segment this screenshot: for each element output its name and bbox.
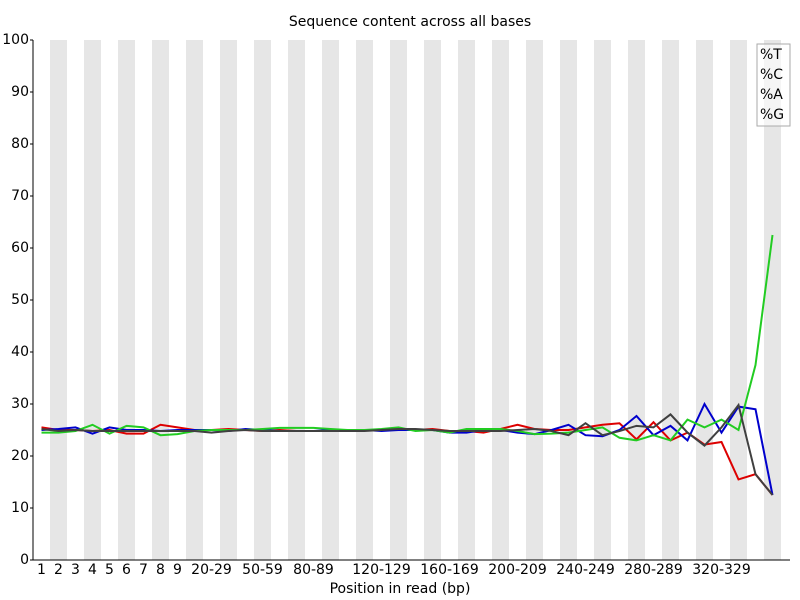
band-stripe (764, 40, 781, 560)
band-stripe (458, 40, 475, 560)
x-tick-label: 3 (71, 562, 80, 578)
legend-entry: %G (760, 107, 784, 123)
band-stripe (730, 40, 747, 560)
band-stripe (696, 40, 713, 560)
x-tick-label: 20-29 (191, 562, 232, 578)
y-tick-label: 40 (11, 344, 29, 360)
band-stripe (118, 40, 135, 560)
legend-entry: %C (760, 67, 783, 83)
y-tick-label: 100 (2, 32, 29, 48)
y-tick-label: 70 (11, 188, 29, 204)
y-tick-label: 60 (11, 240, 29, 256)
band-stripe (186, 40, 203, 560)
band-stripe (492, 40, 509, 560)
y-tick-label: 80 (11, 136, 29, 152)
series-line (41, 402, 774, 496)
x-tick-label: 4 (88, 562, 97, 578)
x-axis-label: Position in read (bp) (330, 581, 471, 597)
band-stripe (594, 40, 611, 560)
y-tick-label: 90 (11, 84, 29, 100)
band-stripe (322, 40, 339, 560)
y-tick-label: 0 (20, 552, 29, 568)
band-stripe (50, 40, 67, 560)
x-tick-label: 5 (105, 562, 114, 578)
band-stripe (288, 40, 305, 560)
band-stripe (560, 40, 577, 560)
legend: %T %C %A %G (756, 43, 791, 127)
chart-title: Sequence content across all bases (289, 14, 531, 30)
band-stripe (424, 40, 441, 560)
band-stripe (152, 40, 169, 560)
x-tick-label: 120-129 (352, 562, 411, 578)
legend-entry: %T (760, 47, 782, 63)
x-tick-label: 7 (139, 562, 148, 578)
band-stripe (84, 40, 101, 560)
band-stripe (356, 40, 373, 560)
band-stripe (662, 40, 679, 560)
y-tick-label: 20 (11, 448, 29, 464)
band-stripe (220, 40, 237, 560)
band-stripe (628, 40, 645, 560)
band-stripe (390, 40, 407, 560)
x-tick-label: 8 (156, 562, 165, 578)
x-tick-label: 1 (37, 562, 46, 578)
y-tick-label: 30 (11, 396, 29, 412)
x-tick-label: 320-329 (692, 562, 751, 578)
band-stripe (526, 40, 543, 560)
y-tick-label: 50 (11, 292, 29, 308)
x-tick-label: 200-209 (488, 562, 547, 578)
x-tick-label: 9 (173, 562, 182, 578)
x-tick-label: 240-249 (556, 562, 615, 578)
x-tick-label: 2 (54, 562, 63, 578)
x-tick-label: 280-289 (624, 562, 683, 578)
x-tick-label: 50-59 (242, 562, 283, 578)
y-tick-label: 10 (11, 500, 29, 516)
x-tick-label: 160-169 (420, 562, 479, 578)
x-tick-label: 80-89 (293, 562, 334, 578)
legend-box (756, 43, 791, 127)
legend-entry: %A (760, 87, 783, 103)
x-tick-label: 6 (122, 562, 131, 578)
band-stripe (254, 40, 271, 560)
